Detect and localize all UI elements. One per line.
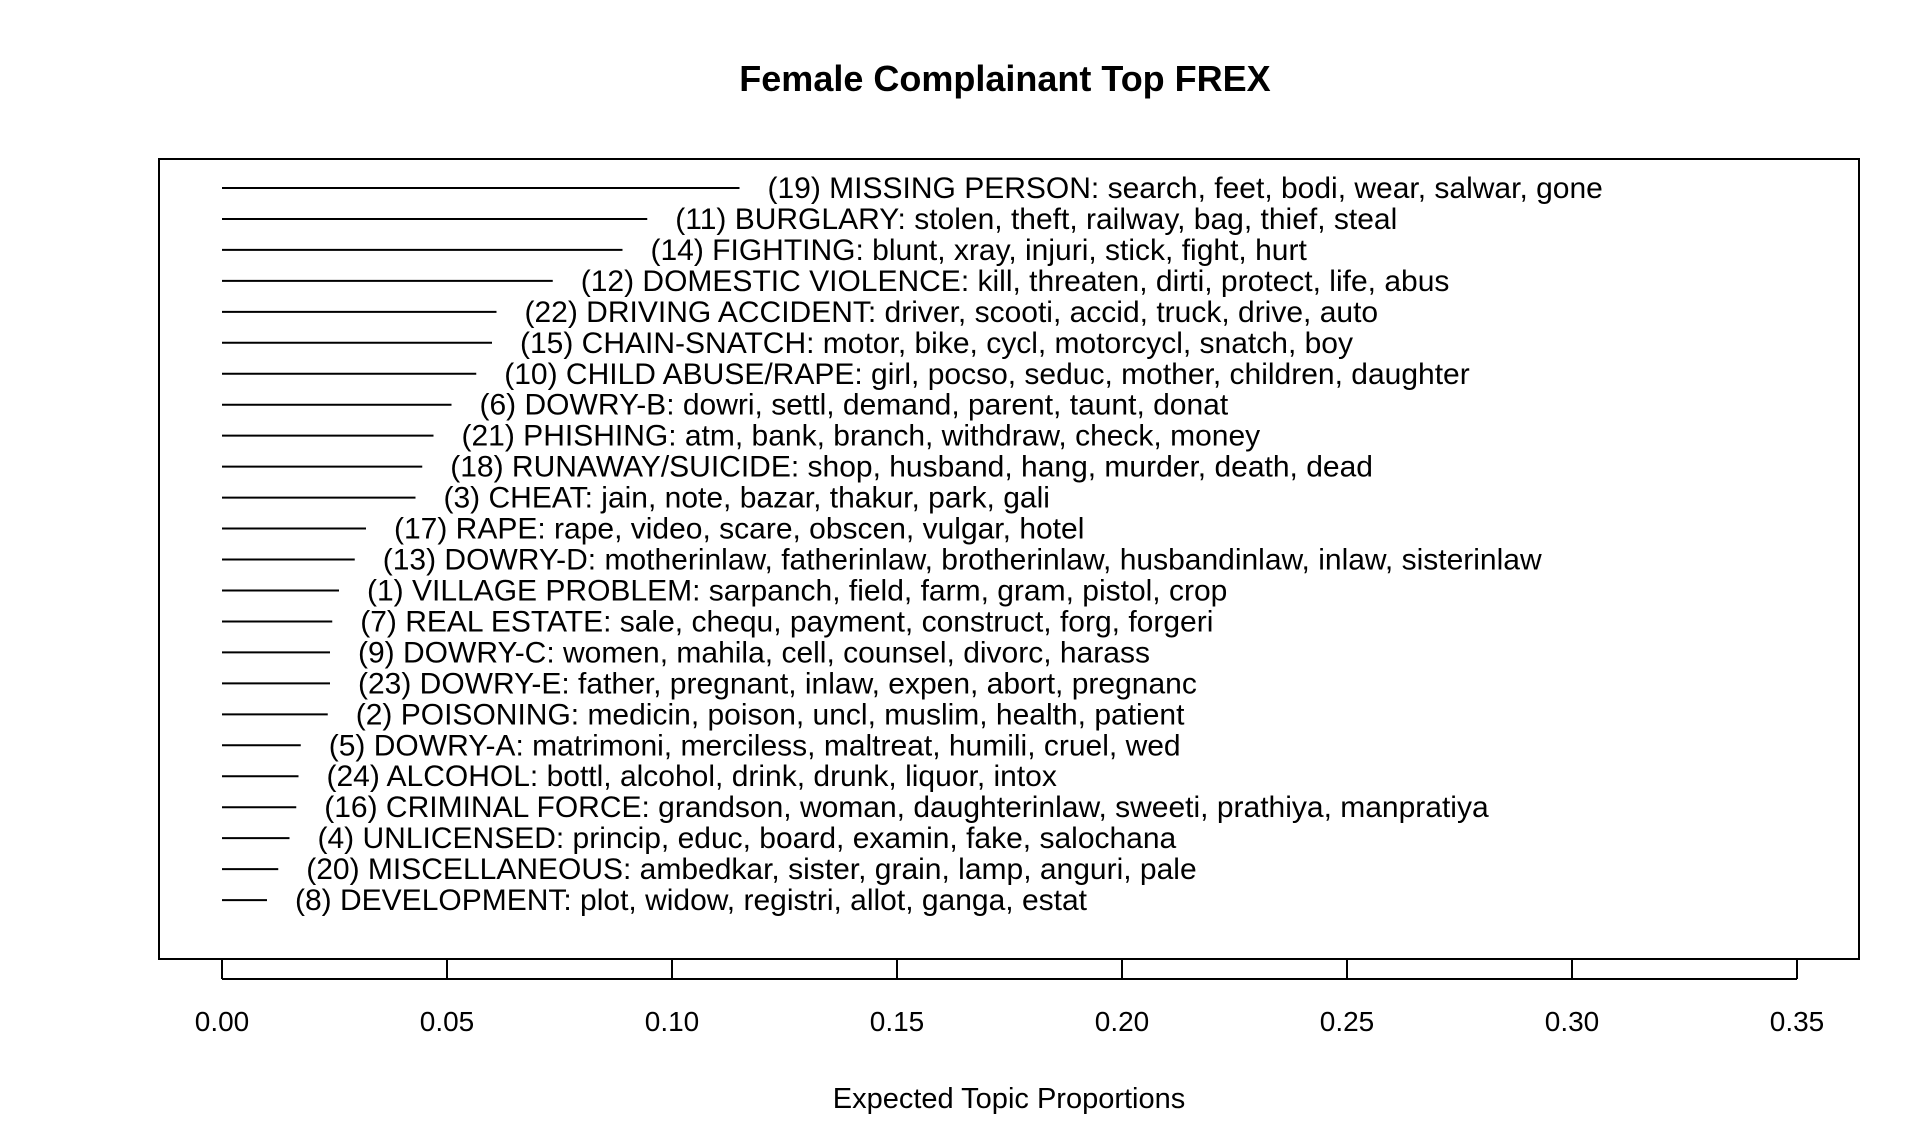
chart-title: Female Complainant Top FREX [739, 58, 1270, 99]
x-tick-label: 0.35 [1770, 1006, 1825, 1037]
x-axis-label: Expected Topic Proportions [833, 1083, 1186, 1115]
row-label: (20) MISCELLANEOUS: ambedkar, sister, gr… [306, 853, 1196, 886]
row-label: (23) DOWRY-E: father, pregnant, inlaw, e… [358, 667, 1197, 700]
row-label: (1) VILLAGE PROBLEM: sarpanch, field, fa… [367, 574, 1227, 607]
x-tick-label: 0.00 [195, 1006, 250, 1037]
row-label: (16) CRIMINAL FORCE: grandson, woman, da… [324, 791, 1489, 824]
x-tick-label: 0.30 [1545, 1006, 1600, 1037]
row-label: (24) ALCOHOL: bottl, alcohol, drink, dru… [327, 760, 1057, 793]
bars-group [222, 187, 740, 902]
row-label: (4) UNLICENSED: princip, educ, board, ex… [318, 822, 1177, 855]
row-label: (21) PHISHING: atm, bank, branch, withdr… [462, 420, 1261, 453]
x-tick-label: 0.25 [1320, 1006, 1375, 1037]
row-label: (13) DOWRY-D: motherinlaw, fatherinlaw, … [383, 544, 1542, 577]
row-labels-group: (19) MISSING PERSON: search, feet, bodi,… [295, 172, 1603, 917]
x-axis: 0.00 0.05 0.10 0.15 0.20 0.25 0.30 0.35 [195, 959, 1825, 1037]
row-label: (11) BURGLARY: stolen, theft, railway, b… [675, 203, 1397, 236]
row-label: (2) POISONING: medicin, poison, uncl, mu… [356, 698, 1185, 731]
x-tick-label: 0.05 [420, 1006, 475, 1037]
row-label: (18) RUNAWAY/SUICIDE: shop, husband, han… [450, 451, 1373, 484]
row-label: (19) MISSING PERSON: search, feet, bodi,… [768, 172, 1603, 205]
x-tick-label: 0.15 [870, 1006, 925, 1037]
row-label: (10) CHILD ABUSE/RAPE: girl, pocso, sedu… [504, 358, 1469, 391]
x-tick-label: 0.20 [1095, 1006, 1150, 1037]
row-label: (6) DOWRY-B: dowri, settl, demand, paren… [480, 389, 1229, 422]
row-label: (3) CHEAT: jain, note, bazar, thakur, pa… [444, 482, 1050, 515]
row-label: (8) DEVELOPMENT: plot, widow, registri, … [295, 884, 1088, 917]
row-label: (12) DOMESTIC VIOLENCE: kill, threaten, … [581, 265, 1450, 298]
plot-frame [158, 158, 1860, 960]
row-label: (22) DRIVING ACCIDENT: driver, scooti, a… [525, 296, 1379, 329]
row-label: (7) REAL ESTATE: sale, chequ, payment, c… [360, 605, 1213, 638]
row-label: (15) CHAIN-SNATCH: motor, bike, cycl, mo… [520, 327, 1353, 360]
row-label: (17) RAPE: rape, video, scare, obscen, v… [394, 513, 1084, 546]
x-tick-label: 0.10 [645, 1006, 700, 1037]
row-label: (14) FIGHTING: blunt, xray, injuri, stic… [651, 234, 1308, 267]
row-label: (5) DOWRY-A: matrimoni, merciless, maltr… [329, 729, 1181, 762]
row-label: (9) DOWRY-C: women, mahila, cell, counse… [358, 636, 1150, 669]
